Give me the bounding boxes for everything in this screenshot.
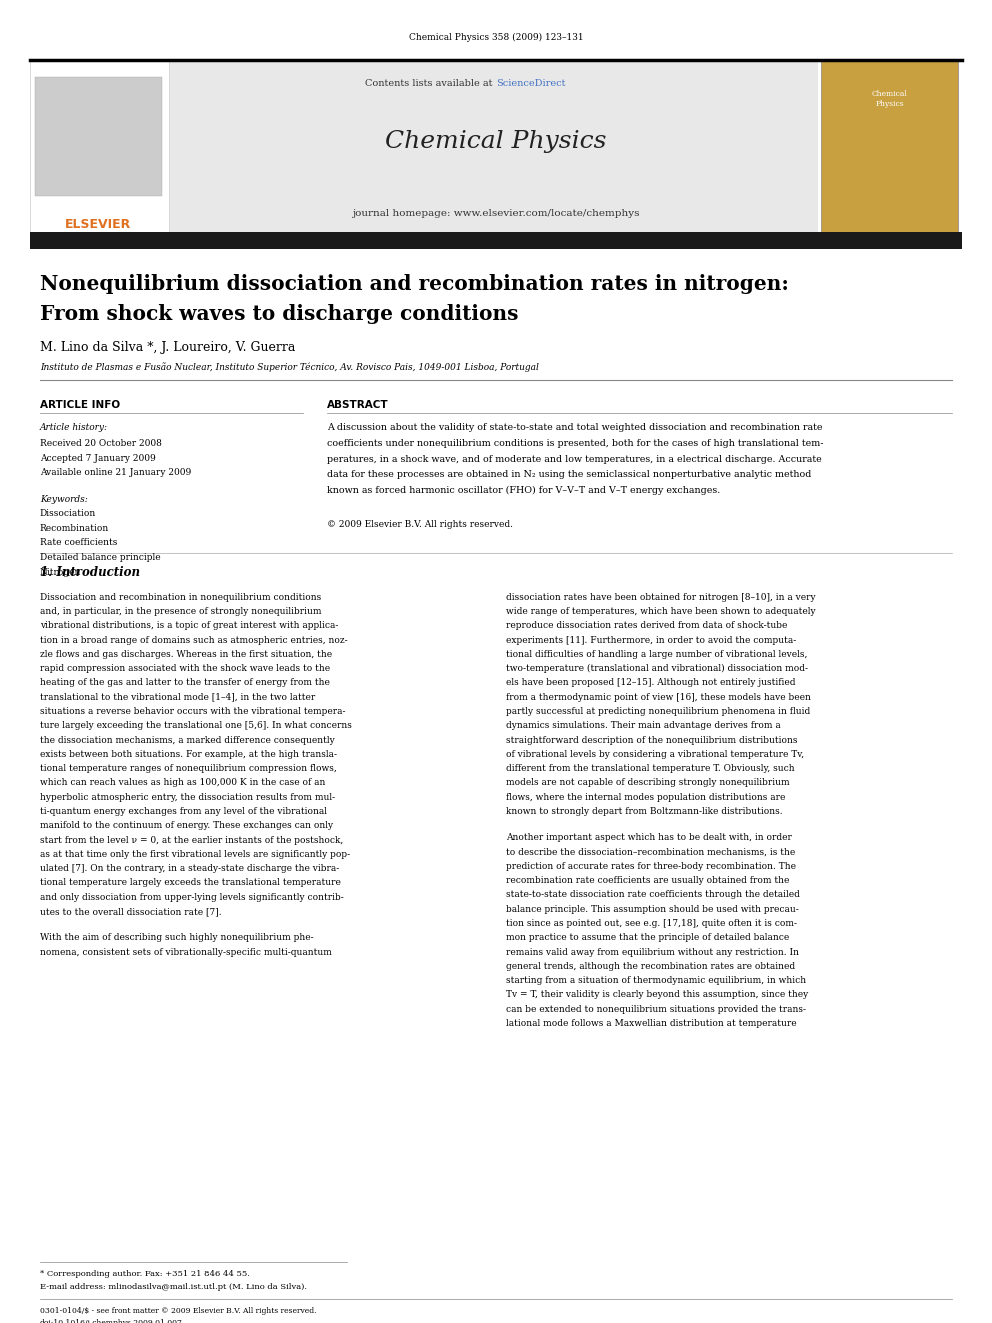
- Text: experiments [11]. Furthermore, in order to avoid the computa-: experiments [11]. Furthermore, in order …: [506, 635, 797, 644]
- FancyBboxPatch shape: [821, 60, 958, 232]
- Text: and only dissociation from upper-lying levels significantly contrib-: and only dissociation from upper-lying l…: [40, 893, 343, 902]
- Text: situations a reverse behavior occurs with the vibrational tempera-: situations a reverse behavior occurs wit…: [40, 706, 345, 716]
- Text: and, in particular, in the presence of strongly nonequilibrium: and, in particular, in the presence of s…: [40, 607, 321, 617]
- Text: ELSEVIER: ELSEVIER: [65, 218, 131, 232]
- Text: dynamics simulations. Their main advantage derives from a: dynamics simulations. Their main advanta…: [506, 721, 781, 730]
- Text: journal homepage: www.elsevier.com/locate/chemphys: journal homepage: www.elsevier.com/locat…: [352, 209, 640, 218]
- Text: 0301-0104/$ - see front matter © 2009 Elsevier B.V. All rights reserved.: 0301-0104/$ - see front matter © 2009 El…: [40, 1307, 316, 1315]
- Text: Accepted 7 January 2009: Accepted 7 January 2009: [40, 454, 156, 463]
- Text: Article history:: Article history:: [40, 423, 108, 433]
- Text: Another important aspect which has to be dealt with, in order: Another important aspect which has to be…: [506, 833, 792, 843]
- Text: ti-quantum energy exchanges from any level of the vibrational: ti-quantum energy exchanges from any lev…: [40, 807, 326, 816]
- Text: Received 20 October 2008: Received 20 October 2008: [40, 439, 162, 448]
- Text: Recombination: Recombination: [40, 524, 109, 533]
- Text: E-mail address: mlinodasilva@mail.ist.utl.pt (M. Lino da Silva).: E-mail address: mlinodasilva@mail.ist.ut…: [40, 1283, 307, 1291]
- Text: flows, where the internal modes population distributions are: flows, where the internal modes populati…: [506, 792, 786, 802]
- Text: M. Lino da Silva *, J. Loureiro, V. Guerra: M. Lino da Silva *, J. Loureiro, V. Guer…: [40, 341, 295, 355]
- Text: hyperbolic atmospheric entry, the dissociation results from mul-: hyperbolic atmospheric entry, the dissoc…: [40, 792, 335, 802]
- Text: coefficients under nonequilibrium conditions is presented, both for the cases of: coefficients under nonequilibrium condit…: [327, 439, 824, 448]
- Text: Tv = T, their validity is clearly beyond this assumption, since they: Tv = T, their validity is clearly beyond…: [506, 991, 808, 999]
- Text: © 2009 Elsevier B.V. All rights reserved.: © 2009 Elsevier B.V. All rights reserved…: [327, 520, 514, 529]
- Text: Rate coefficients: Rate coefficients: [40, 538, 117, 548]
- Text: rapid compression associated with the shock wave leads to the: rapid compression associated with the sh…: [40, 664, 329, 673]
- Text: doi:10.1016/j.chemphys.2009.01.007: doi:10.1016/j.chemphys.2009.01.007: [40, 1319, 183, 1323]
- Text: tional difficulties of handling a large number of vibrational levels,: tional difficulties of handling a large …: [506, 650, 807, 659]
- Text: Instituto de Plasmas e Fusão Nuclear, Instituto Superior Técnico, Av. Rovisco Pa: Instituto de Plasmas e Fusão Nuclear, In…: [40, 363, 539, 372]
- Text: nomena, consistent sets of vibrationally-specific multi-quantum: nomena, consistent sets of vibrationally…: [40, 947, 331, 957]
- Text: From shock waves to discharge conditions: From shock waves to discharge conditions: [40, 304, 518, 324]
- Text: known as forced harmonic oscillator (FHO) for V–V–T and V–T energy exchanges.: known as forced harmonic oscillator (FHO…: [327, 486, 720, 495]
- Text: partly successful at predicting nonequilibrium phenomena in fluid: partly successful at predicting nonequil…: [506, 706, 810, 716]
- Text: straightforward description of the nonequilibrium distributions: straightforward description of the noneq…: [506, 736, 798, 745]
- Text: start from the level ν = 0, at the earlier instants of the postshock,: start from the level ν = 0, at the earli…: [40, 836, 343, 844]
- Text: remains valid away from equilibrium without any restriction. In: remains valid away from equilibrium with…: [506, 947, 799, 957]
- Text: tion since as pointed out, see e.g. [17,18], quite often it is com-: tion since as pointed out, see e.g. [17,…: [506, 919, 797, 927]
- Text: to describe the dissociation–recombination mechanisms, is the: to describe the dissociation–recombinati…: [506, 848, 796, 856]
- Text: Dissociation: Dissociation: [40, 509, 96, 519]
- Text: known to strongly depart from Boltzmann-like distributions.: known to strongly depart from Boltzmann-…: [506, 807, 783, 816]
- Text: mon practice to assume that the principle of detailed balance: mon practice to assume that the principl…: [506, 933, 790, 942]
- Text: ture largely exceeding the translational one [5,6]. In what concerns: ture largely exceeding the translational…: [40, 721, 351, 730]
- Text: translational to the vibrational mode [1–4], in the two latter: translational to the vibrational mode [1…: [40, 693, 314, 701]
- Text: utes to the overall dissociation rate [7].: utes to the overall dissociation rate [7…: [40, 908, 221, 916]
- Text: models are not capable of describing strongly nonequilibrium: models are not capable of describing str…: [506, 778, 790, 787]
- Text: data for these processes are obtained in N₂ using the semiclassical nonperturbat: data for these processes are obtained in…: [327, 470, 811, 479]
- Text: A discussion about the validity of state-to-state and total weighted dissociatio: A discussion about the validity of state…: [327, 423, 822, 433]
- Text: ARTICLE INFO: ARTICLE INFO: [40, 400, 120, 410]
- Text: exists between both situations. For example, at the high transla-: exists between both situations. For exam…: [40, 750, 336, 759]
- Text: Nonequilibrium dissociation and recombination rates in nitrogen:: Nonequilibrium dissociation and recombin…: [40, 274, 789, 294]
- Text: from a thermodynamic point of view [16], these models have been: from a thermodynamic point of view [16],…: [506, 693, 810, 701]
- Text: reproduce dissociation rates derived from data of shock-tube: reproduce dissociation rates derived fro…: [506, 622, 788, 630]
- Text: ulated [7]. On the contrary, in a steady-state discharge the vibra-: ulated [7]. On the contrary, in a steady…: [40, 864, 339, 873]
- Text: Nitrogen: Nitrogen: [40, 568, 81, 577]
- Text: peratures, in a shock wave, and of moderate and low temperatures, in a electrica: peratures, in a shock wave, and of moder…: [327, 455, 822, 463]
- FancyBboxPatch shape: [30, 60, 169, 232]
- Text: general trends, although the recombination rates are obtained: general trends, although the recombinati…: [506, 962, 795, 971]
- Text: state-to-state dissociation rate coefficients through the detailed: state-to-state dissociation rate coeffic…: [506, 890, 800, 900]
- Text: the dissociation mechanisms, a marked difference consequently: the dissociation mechanisms, a marked di…: [40, 736, 334, 745]
- Text: can be extended to nonequilibrium situations provided the trans-: can be extended to nonequilibrium situat…: [506, 1004, 806, 1013]
- Text: as at that time only the first vibrational levels are significantly pop-: as at that time only the first vibration…: [40, 849, 350, 859]
- Text: prediction of accurate rates for three-body recombination. The: prediction of accurate rates for three-b…: [506, 861, 796, 871]
- FancyBboxPatch shape: [30, 232, 962, 249]
- Text: which can reach values as high as 100,000 K in the case of an: which can reach values as high as 100,00…: [40, 778, 325, 787]
- Text: With the aim of describing such highly nonequilibrium phe-: With the aim of describing such highly n…: [40, 933, 313, 942]
- Text: tional temperature ranges of nonequilibrium compression flows,: tional temperature ranges of nonequilibr…: [40, 765, 336, 773]
- Text: manifold to the continuum of energy. These exchanges can only: manifold to the continuum of energy. The…: [40, 822, 332, 831]
- Text: * Corresponding author. Fax: +351 21 846 44 55.: * Corresponding author. Fax: +351 21 846…: [40, 1270, 250, 1278]
- Text: tion in a broad range of domains such as atmospheric entries, noz-: tion in a broad range of domains such as…: [40, 635, 347, 644]
- Text: Contents lists available at: Contents lists available at: [365, 79, 496, 89]
- Text: Chemical
Physics: Chemical Physics: [872, 90, 908, 107]
- Text: two-temperature (translational and vibrational) dissociation mod-: two-temperature (translational and vibra…: [506, 664, 807, 673]
- Text: ABSTRACT: ABSTRACT: [327, 400, 389, 410]
- Text: 1. Introduction: 1. Introduction: [40, 566, 140, 579]
- Text: balance principle. This assumption should be used with precau-: balance principle. This assumption shoul…: [506, 905, 799, 914]
- Text: Detailed balance principle: Detailed balance principle: [40, 553, 161, 562]
- Text: Dissociation and recombination in nonequilibrium conditions: Dissociation and recombination in nonequ…: [40, 593, 321, 602]
- FancyBboxPatch shape: [35, 77, 162, 196]
- Text: recombination rate coefficients are usually obtained from the: recombination rate coefficients are usua…: [506, 876, 790, 885]
- Text: Keywords:: Keywords:: [40, 495, 87, 504]
- Text: Available online 21 January 2009: Available online 21 January 2009: [40, 468, 190, 478]
- Text: els have been proposed [12–15]. Although not entirely justified: els have been proposed [12–15]. Although…: [506, 679, 796, 688]
- Text: lational mode follows a Maxwellian distribution at temperature: lational mode follows a Maxwellian distr…: [506, 1019, 797, 1028]
- Text: dissociation rates have been obtained for nitrogen [8–10], in a very: dissociation rates have been obtained fo…: [506, 593, 815, 602]
- Text: zle flows and gas discharges. Whereas in the first situation, the: zle flows and gas discharges. Whereas in…: [40, 650, 331, 659]
- Text: wide range of temperatures, which have been shown to adequately: wide range of temperatures, which have b…: [506, 607, 815, 617]
- Text: different from the translational temperature T. Obviously, such: different from the translational tempera…: [506, 765, 795, 773]
- Text: starting from a situation of thermodynamic equilibrium, in which: starting from a situation of thermodynam…: [506, 976, 806, 986]
- Text: vibrational distributions, is a topic of great interest with applica-: vibrational distributions, is a topic of…: [40, 622, 338, 630]
- Text: Chemical Physics 358 (2009) 123–131: Chemical Physics 358 (2009) 123–131: [409, 33, 583, 42]
- Text: tional temperature largely exceeds the translational temperature: tional temperature largely exceeds the t…: [40, 878, 340, 888]
- FancyBboxPatch shape: [169, 60, 818, 232]
- Text: ScienceDirect: ScienceDirect: [496, 79, 565, 89]
- Text: heating of the gas and latter to the transfer of energy from the: heating of the gas and latter to the tra…: [40, 679, 329, 688]
- Text: of vibrational levels by considering a vibrational temperature Tv,: of vibrational levels by considering a v…: [506, 750, 805, 759]
- Text: Chemical Physics: Chemical Physics: [385, 130, 607, 152]
